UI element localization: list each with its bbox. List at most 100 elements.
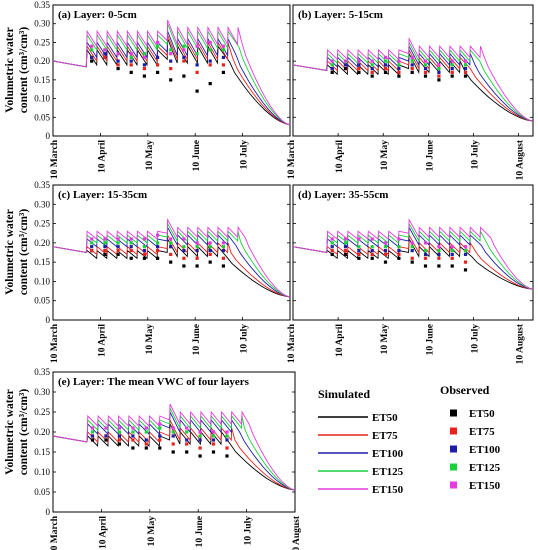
observed-point-et100 (129, 245, 133, 249)
x-tick-label: 10 August (516, 139, 526, 180)
observed-point-et150 (397, 237, 401, 241)
observed-point-et125 (211, 434, 216, 438)
observed-point-et125 (182, 245, 186, 249)
simulated-line-et50 (292, 51, 534, 122)
observed-point-et150 (182, 48, 186, 52)
observed-point-et50 (221, 70, 225, 74)
observed-point-et100 (437, 252, 441, 256)
observed-point-et75 (450, 256, 454, 260)
y-tick-label: 0 (46, 507, 51, 517)
observed-point-et50 (185, 450, 189, 454)
x-tick-label: 10 May (380, 324, 390, 355)
legend: Simulated Observed ET50 ET50 ET75 ET75 ET100… (318, 383, 501, 496)
observed-point-et75 (195, 70, 199, 74)
observed-point-et150 (144, 426, 148, 430)
y-tick-label: 0.15 (34, 447, 50, 457)
y-axis-label-bottom: Volumetric water content (cm³/cm³) (4, 389, 30, 476)
observed-point-et150 (90, 44, 94, 48)
y-tick-label: 0 (46, 315, 51, 325)
observed-point-et150 (169, 52, 173, 56)
x-tick-label: 10 April (98, 516, 108, 549)
simulated-line-et50 (52, 38, 291, 126)
legend-marker-et50 (450, 409, 457, 417)
observed-point-et125 (463, 63, 468, 67)
x-tick-label: 10 May (145, 140, 155, 171)
x-tick-label: 10 July (240, 324, 250, 354)
observed-point-et75 (370, 70, 374, 74)
y-tick-label: 0 (46, 131, 51, 141)
observed-point-et150 (410, 55, 414, 59)
observed-point-et125 (357, 245, 361, 249)
x-tick-label: 10 March (50, 139, 60, 179)
observed-point-et100 (330, 67, 334, 71)
observed-point-et100 (463, 252, 468, 256)
observed-point-et125 (129, 241, 133, 245)
observed-point-et50 (116, 252, 120, 256)
observed-point-et125 (330, 241, 334, 245)
observed-point-et100 (158, 434, 162, 438)
observed-point-et50 (437, 78, 441, 82)
observed-point-et125 (343, 241, 348, 245)
observed-point-et50 (195, 89, 199, 93)
simulated-line-et150 (52, 19, 291, 126)
observed-point-et150 (208, 241, 212, 245)
observed-point-et75 (198, 446, 202, 450)
observed-point-et150 (357, 59, 361, 63)
observed-point-et100 (423, 252, 428, 256)
observed-point-et150 (208, 40, 212, 44)
legend-marker-et125 (450, 463, 457, 471)
y-axis-label-line2: content (cm³/cm³) (18, 27, 30, 114)
observed-point-et125 (182, 44, 186, 48)
y-axis-label-middle: Volumetric water content (cm³/cm³) (4, 209, 30, 296)
panel-title: (c) Layer: 15-35cm (58, 189, 147, 201)
observed-point-et100 (117, 434, 121, 438)
observed-point-et100 (169, 245, 173, 249)
y-axis-label-line1: Volumetric water (4, 389, 16, 474)
observed-point-et100 (370, 249, 374, 253)
observed-point-et50 (370, 256, 374, 260)
observed-point-et150 (129, 52, 133, 56)
x-tick-label: 10 April (97, 324, 107, 357)
observed-point-et100 (131, 434, 135, 438)
plot-frame (52, 4, 291, 137)
observed-point-et150 (437, 63, 441, 67)
observed-point-et50 (211, 450, 216, 454)
observed-point-et75 (221, 63, 225, 67)
y-tick-label: 0.30 (34, 199, 50, 209)
observed-point-et125 (437, 249, 441, 253)
observed-point-et125 (437, 67, 441, 71)
observed-point-et75 (103, 55, 107, 59)
x-tick-label: 10 April (335, 324, 345, 357)
x-tick-label: 10 April (335, 140, 345, 173)
observed-point-et125 (129, 55, 133, 59)
y-tick-label: 0.35 (34, 367, 50, 377)
observed-point-et75 (129, 249, 133, 253)
x-tick-label: 10 August (292, 515, 302, 550)
observed-point-et150 (357, 237, 361, 241)
observed-point-et125 (169, 48, 173, 52)
observed-point-et50 (450, 264, 454, 268)
y-tick-label: 0.15 (34, 257, 50, 267)
observed-point-et100 (116, 245, 120, 249)
x-tick-label: 10 August (516, 323, 526, 364)
observed-point-et100 (343, 63, 348, 67)
observed-point-et75 (131, 438, 135, 442)
observed-point-et100 (198, 438, 202, 442)
observed-point-et100 (397, 67, 401, 71)
observed-point-et100 (142, 249, 146, 253)
observed-point-et150 (103, 48, 107, 52)
observed-point-et150 (450, 59, 454, 63)
legend-marker-et150 (450, 481, 457, 489)
y-tick-label: 0.35 (34, 0, 50, 10)
observed-point-et50 (423, 74, 428, 78)
observed-point-et150 (221, 44, 225, 48)
observed-point-et50 (116, 67, 120, 71)
observed-point-et50 (410, 70, 414, 74)
observed-point-et50 (343, 252, 348, 256)
observed-point-et100 (383, 63, 388, 67)
observed-point-et50 (195, 264, 199, 268)
observed-point-et100 (195, 63, 199, 67)
observed-point-et150 (343, 237, 348, 241)
legend-label-observed: ET75 (469, 426, 495, 438)
observed-point-et50 (169, 78, 173, 82)
